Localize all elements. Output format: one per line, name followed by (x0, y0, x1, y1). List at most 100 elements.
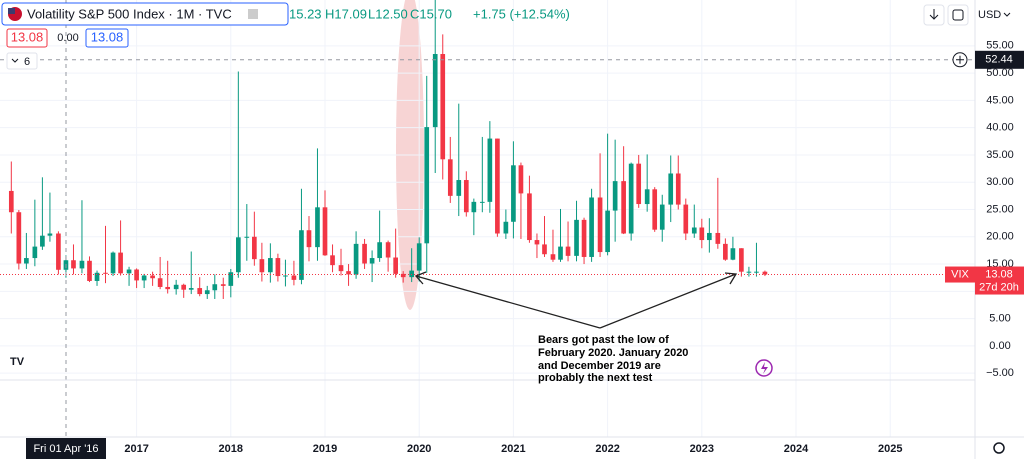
annotation-line: probably the next test (538, 372, 653, 384)
candle-body (723, 243, 728, 260)
y-tick-label: 20.00 (986, 231, 1014, 243)
candle-body (322, 207, 328, 256)
x-tick-label: 2018 (219, 443, 243, 455)
crosshair-date-tag (26, 438, 106, 459)
last-price-tag (975, 266, 1024, 295)
candle-body (565, 246, 571, 256)
candle-body (228, 272, 234, 286)
candle-body (79, 260, 85, 269)
candle-body (291, 275, 297, 280)
event-bolt (761, 362, 768, 374)
flag-button[interactable] (248, 9, 258, 19)
candle-body (338, 265, 344, 272)
fullscreen-button[interactable] (947, 4, 969, 26)
plot-area (0, 0, 975, 437)
candle-body (447, 159, 453, 196)
candle-body (377, 242, 382, 259)
ohlc-change: +1.75 (+12.54%) (473, 6, 570, 21)
y-tick-label: 40.00 (986, 122, 1014, 134)
x-tick-label: 2021 (501, 443, 525, 455)
candle-body (574, 219, 579, 256)
candle-body (707, 232, 712, 241)
y-tick-label: 25.00 (986, 203, 1014, 215)
candle-body (652, 189, 658, 230)
event-icon[interactable] (755, 359, 773, 377)
candle-body (283, 275, 288, 277)
candle-body (32, 246, 38, 259)
candle-body (126, 269, 132, 274)
candle-body (628, 163, 634, 234)
annotation-line: Bears got past the low of (538, 334, 669, 346)
candle-body (24, 258, 29, 264)
candle-body (362, 243, 367, 264)
candle-body (94, 272, 100, 281)
candle-body (110, 252, 116, 274)
candle-body (244, 236, 250, 238)
fullscreen-icon (952, 9, 964, 21)
sell-box[interactable] (6, 28, 48, 48)
candle-body (463, 180, 469, 213)
currency[interactable]: USD (978, 9, 1001, 21)
candle-body (511, 165, 516, 222)
x-tick-label: 2023 (690, 443, 714, 455)
candle-body (40, 235, 45, 247)
indicator-toggle[interactable] (6, 52, 38, 70)
candle-body (181, 284, 187, 290)
candle-body (471, 201, 477, 213)
symbol-title: Volatility S&P 500 Index · 1M · TVC (27, 6, 232, 21)
symbol-tag-text: VIX (951, 268, 969, 280)
x-tick-label: 2019 (313, 443, 337, 455)
candle-body (636, 163, 642, 205)
candle-body (87, 260, 92, 281)
add-plus (956, 55, 964, 64)
candle-body (416, 243, 422, 271)
candle-body (157, 278, 163, 287)
symbol-box[interactable] (1, 2, 289, 26)
candle-body (612, 181, 618, 211)
candle-body (503, 221, 509, 234)
candle-body (235, 237, 241, 273)
candle-body (675, 173, 681, 205)
candle-body (173, 284, 179, 290)
settings-icon[interactable] (993, 442, 1005, 454)
y-tick-label: 45.00 (986, 94, 1014, 106)
candle-body (659, 204, 665, 230)
annotation-line: February 2020. January 2020 (538, 347, 688, 359)
annotation-arrows (414, 271, 738, 329)
candle-body (699, 227, 705, 241)
candle-body (589, 197, 594, 257)
currency-chevron (1003, 12, 1011, 17)
ohlc-low: L12.50 (368, 6, 408, 21)
candle-body (204, 290, 210, 295)
candle-body (668, 173, 674, 205)
candle-body (353, 243, 359, 275)
y-tick-label: 0.00 (989, 340, 1010, 352)
candle-body (440, 54, 446, 160)
crosshair-price-tag (975, 50, 1024, 69)
candle-body (346, 271, 351, 275)
x-tick-label: 2025 (878, 443, 902, 455)
candle-body (16, 212, 22, 264)
x-tick-label: 2022 (595, 443, 619, 455)
candle-body (47, 233, 53, 236)
candle-body (400, 273, 406, 278)
candle-body (691, 227, 697, 234)
candle-body (369, 258, 375, 264)
candle-body (385, 242, 391, 258)
countdown-text: 27d 20h (979, 281, 1019, 293)
candle-body (605, 210, 610, 253)
candle-body (8, 190, 14, 213)
spread: 0.00 (57, 32, 78, 44)
candle-body (746, 271, 752, 273)
annotation: Bears got past the low of February 2020.… (538, 334, 688, 384)
candle-body (715, 232, 721, 244)
candle-body (252, 236, 257, 260)
buy-box[interactable] (85, 28, 129, 48)
annotation-line: and December 2019 are (538, 360, 661, 372)
candle-body (495, 138, 500, 234)
candle-body (71, 260, 76, 269)
crosshair-date: Fri 01 Apr '16 (33, 443, 98, 455)
candle-body (134, 269, 139, 281)
download-icon (929, 9, 939, 20)
